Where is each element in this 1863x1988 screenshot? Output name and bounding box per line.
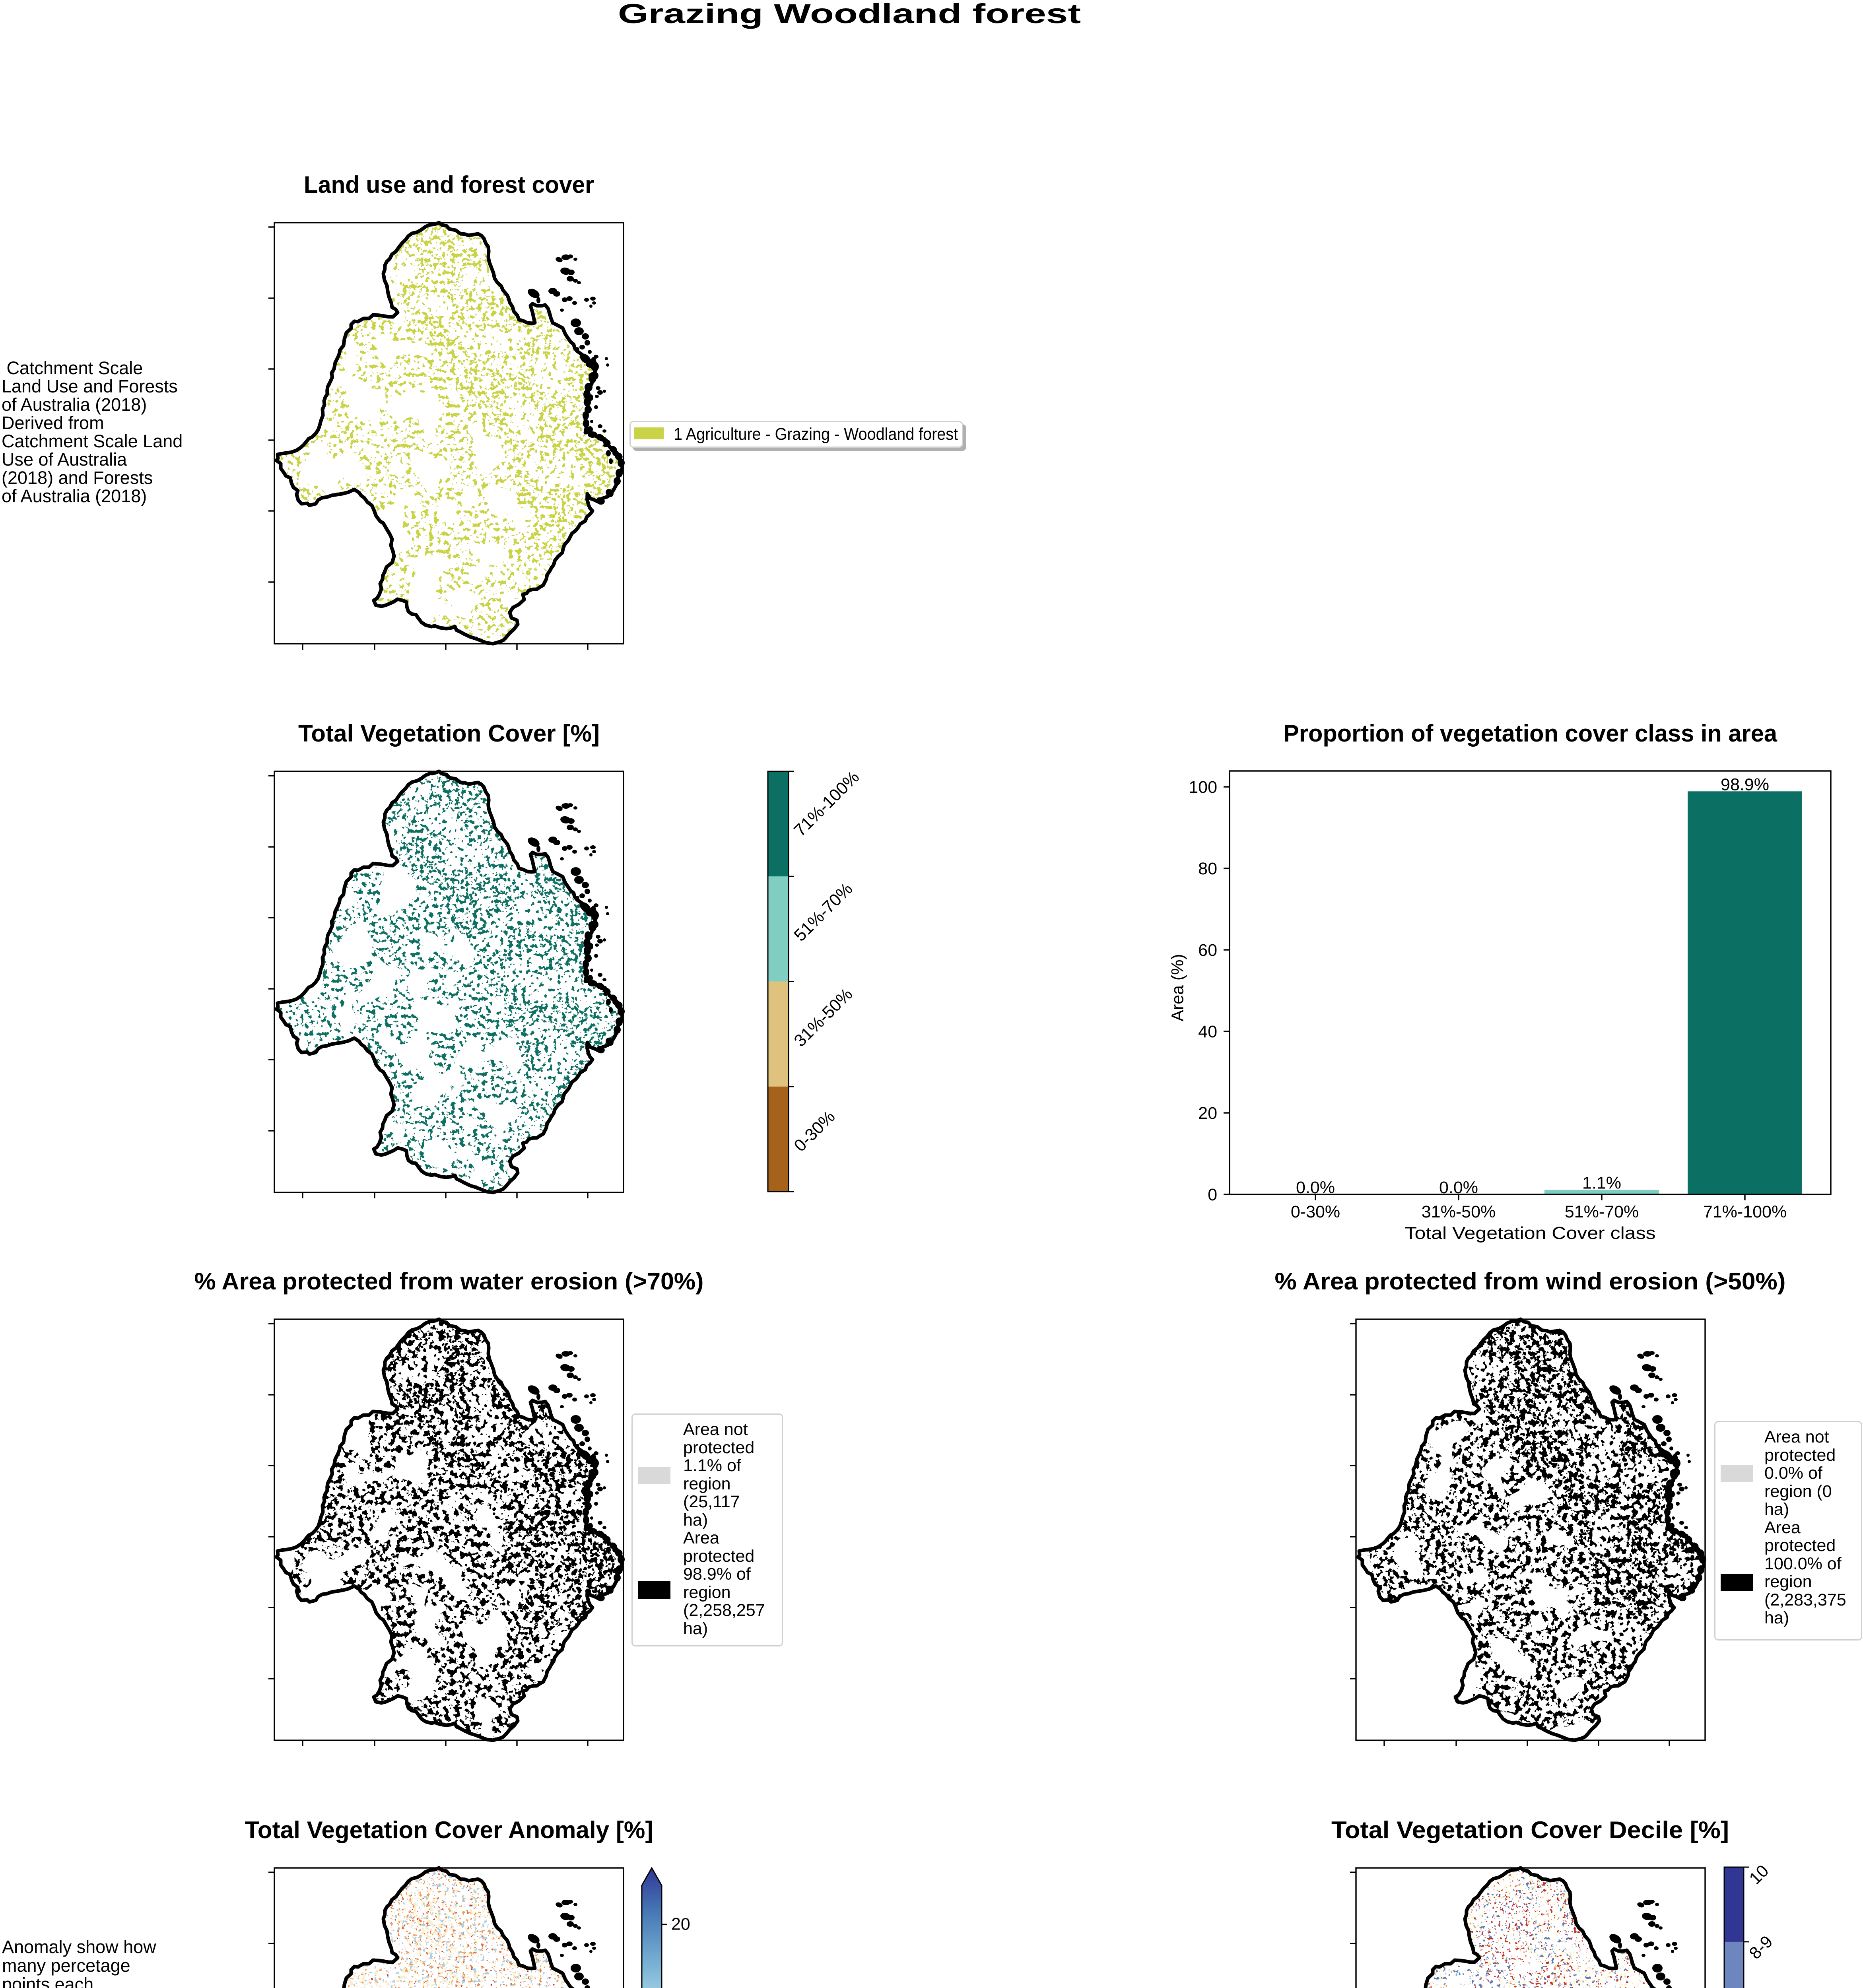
svg-text:71%-100%: 71%-100% xyxy=(1703,1202,1787,1221)
svg-text:80: 80 xyxy=(1198,859,1217,878)
svg-text:0: 0 xyxy=(1208,1185,1217,1204)
svg-text:Total Vegetation Cover Decile: Total Vegetation Cover Decile [%] xyxy=(1331,1817,1729,1843)
svg-text:40: 40 xyxy=(1198,1022,1217,1041)
svg-text:20: 20 xyxy=(1198,1104,1217,1123)
svg-text:31%-50%: 31%-50% xyxy=(1422,1202,1496,1221)
svg-text:51%-70%: 51%-70% xyxy=(1565,1202,1639,1221)
svg-text:% Area protected from water er: % Area protected from water erosion (>70… xyxy=(194,1268,704,1295)
svg-text:Proportion of vegetation cover: Proportion of vegetation cover class in … xyxy=(1283,720,1778,747)
svg-text:1.1%: 1.1% xyxy=(1582,1174,1621,1193)
svg-text:1 Agriculture - Grazing - Wood: 1 Agriculture - Grazing - Woodland fores… xyxy=(674,425,958,444)
svg-text:Total Vegetation Cover [%]: Total Vegetation Cover [%] xyxy=(298,720,600,747)
svg-text:100: 100 xyxy=(1189,778,1217,797)
svg-text:% Area protected from wind ero: % Area protected from wind erosion (>50%… xyxy=(1275,1268,1786,1295)
svg-text:98.9%: 98.9% xyxy=(1721,775,1769,794)
svg-text:0.0%: 0.0% xyxy=(1296,1178,1335,1197)
svg-text:Total Vegetation Cover class: Total Vegetation Cover class xyxy=(1405,1223,1656,1243)
svg-text:Total Vegetation Cover Anomaly: Total Vegetation Cover Anomaly [%] xyxy=(245,1817,653,1843)
svg-text:0.0%: 0.0% xyxy=(1439,1178,1478,1197)
svg-text:0-30%: 0-30% xyxy=(1291,1202,1340,1221)
svg-text:Grazing Woodland forest: Grazing Woodland forest xyxy=(618,0,1081,29)
svg-text:Land use and forest cover: Land use and forest cover xyxy=(304,171,594,198)
svg-text:60: 60 xyxy=(1198,941,1217,960)
